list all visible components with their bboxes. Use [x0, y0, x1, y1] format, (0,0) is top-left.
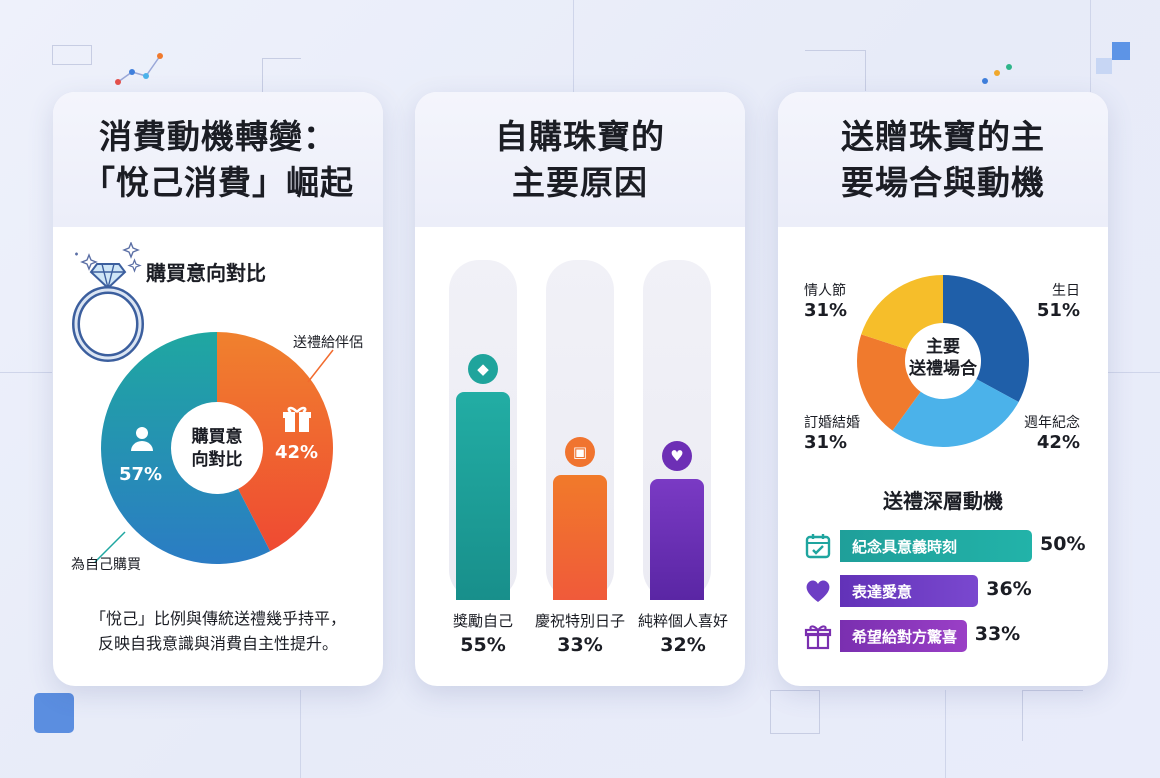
bar-value: 55% — [460, 634, 506, 656]
occasion-value: 42% — [1036, 432, 1080, 453]
bar-label: 獎勵自己 — [452, 612, 513, 630]
occasion-value: 31% — [804, 432, 848, 453]
card-title: 自購珠寶的 主要原因 — [495, 116, 665, 202]
background-decoration — [1022, 690, 1083, 741]
gift-occasion-donut — [857, 275, 1029, 447]
gift-icon — [804, 625, 832, 650]
background-decoration — [0, 372, 52, 373]
card-title: 送贈珠寶的主 要場合與動機 — [841, 116, 1045, 202]
diamond-icon: ◆ — [468, 354, 498, 384]
heart-icon — [806, 580, 830, 602]
occasion-label: 週年紀念 — [1024, 415, 1080, 431]
background-decoration — [945, 690, 946, 778]
background-square — [34, 693, 74, 733]
motive-value: 36% — [986, 578, 1032, 600]
card-purchase-intent: 消費動機轉變： 「悅己消費」崛起 購買意向對比 購買意 向對比 57% 42% … — [53, 92, 383, 686]
donut-slice-valentine — [861, 275, 943, 350]
background-decoration — [805, 50, 866, 91]
occasion-value: 31% — [804, 300, 848, 321]
background-decoration — [300, 690, 301, 778]
donut-center-label: 購買意 向對比 — [191, 427, 243, 470]
donut-slice-self — [101, 332, 271, 564]
gift-icon: ▣ — [565, 437, 595, 468]
occasion-value: 51% — [1036, 300, 1080, 321]
user-icon — [131, 427, 153, 451]
bar-2 — [650, 478, 704, 600]
bar-0 — [456, 392, 510, 600]
motive-bar-0: 紀念具意義時刻 — [840, 530, 1032, 562]
bar-value: 32% — [660, 634, 706, 656]
self-value: 57% — [119, 464, 163, 485]
card-header: 自購珠寶的 主要原因 — [415, 92, 745, 227]
background-sparkline — [982, 64, 1012, 84]
card-header: 送贈珠寶的主 要場合與動機 — [778, 92, 1108, 227]
background-sparkline — [115, 53, 163, 85]
bar-1 — [553, 475, 607, 600]
legend-gift: 送禮給伴侶 — [293, 335, 363, 351]
occasion-label: 情人節 — [804, 283, 846, 299]
background-decoration — [52, 45, 92, 65]
donut-slice-gift — [217, 332, 333, 552]
heart-hand-icon: ♥ — [662, 440, 692, 471]
legend-self: 為自己購買 — [71, 557, 141, 573]
donut-slice-anniversary — [892, 379, 1019, 447]
leader-line — [94, 349, 334, 563]
card-header: 消費動機轉變： 「悅己消費」崛起 — [53, 92, 383, 227]
gift-value: 42% — [275, 442, 319, 463]
bar-value: 33% — [557, 634, 603, 656]
background-decoration — [262, 58, 301, 93]
motive-bar-1: 表達愛意 — [840, 575, 979, 607]
background-square — [1112, 42, 1130, 60]
donut-slice-engagement — [857, 334, 921, 431]
occasion-label: 訂婚結婚 — [804, 415, 860, 431]
motives-title: 送禮深層動機 — [883, 489, 1003, 513]
calendar-icon — [805, 534, 831, 559]
background-decoration — [573, 0, 574, 92]
motive-bar-2: 希望給對方驚喜 — [840, 620, 967, 652]
gift-icon — [283, 406, 311, 432]
background-decoration — [1090, 0, 1091, 92]
purchase-intent-donut — [101, 332, 333, 564]
donut-slice-birthday — [943, 275, 1029, 402]
chart-title: 購買意向對比 — [146, 261, 266, 285]
card-self-purchase-reasons: 自購珠寶的 主要原因 ◆ ▣ ♥ 獎勵自己 55% 慶祝特別日子 33% 純粹個人喜… — [415, 92, 745, 686]
bar-label: 純粹個人喜好 — [637, 612, 728, 630]
caption: 「悅己」比例與傳統送禮幾乎持平， 反映自我意識與消費自主性提升。 — [89, 609, 346, 653]
card-gift-occasions: 送贈珠寶的主 要場合與動機 主要 送禮場合 生日 51% 週年紀念 42% 訂婚… — [778, 92, 1108, 686]
card-title: 消費動機轉變： 「悅己消費」崛起 — [82, 116, 354, 202]
motive-value: 33% — [974, 623, 1021, 645]
bar-label: 慶祝特別日子 — [534, 612, 625, 630]
motive-value: 50% — [1040, 533, 1086, 555]
background-decoration — [770, 690, 820, 734]
background-square — [1096, 58, 1112, 74]
background-decoration — [1107, 372, 1160, 373]
donut-center-label: 主要 送禮場合 — [909, 337, 977, 379]
occasion-label: 生日 — [1052, 283, 1080, 299]
